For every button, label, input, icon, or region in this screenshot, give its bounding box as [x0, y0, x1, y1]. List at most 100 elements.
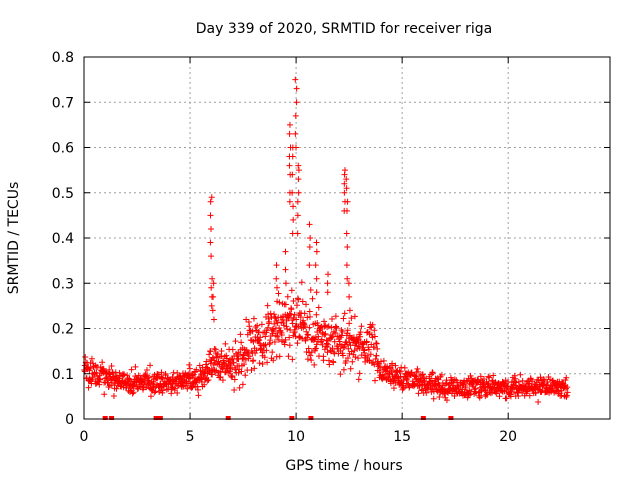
data-point	[255, 329, 262, 336]
data-point	[207, 348, 214, 355]
data-point	[259, 360, 266, 367]
data-point	[159, 374, 166, 381]
data-point	[465, 392, 472, 399]
data-point	[264, 302, 271, 309]
data-point	[371, 327, 378, 334]
data-point	[146, 374, 153, 381]
data-point	[372, 377, 379, 384]
data-point	[236, 384, 243, 391]
data-point	[332, 330, 339, 337]
data-point	[286, 121, 293, 128]
data-point	[534, 376, 541, 383]
data-point	[286, 198, 293, 205]
data-point	[321, 331, 328, 338]
data-point	[289, 171, 296, 178]
data-point	[254, 322, 261, 329]
data-point	[193, 366, 200, 373]
data-point	[344, 244, 351, 251]
gap-marker	[308, 416, 314, 420]
data-point	[346, 293, 353, 300]
data-point	[303, 328, 310, 335]
data-point	[251, 365, 258, 372]
data-point	[207, 239, 214, 246]
data-point	[184, 385, 191, 392]
data-point	[265, 324, 272, 331]
x-axis-title: GPS time / hours	[285, 458, 402, 474]
data-point	[340, 366, 347, 373]
y-tick-label: 0.8	[52, 50, 74, 66]
data-point	[174, 390, 181, 397]
data-point	[438, 371, 445, 378]
data-point	[290, 203, 297, 210]
data-point	[135, 372, 142, 379]
data-point	[430, 395, 437, 402]
y-tick-label: 0.6	[52, 141, 74, 157]
data-point	[380, 357, 387, 364]
data-point	[292, 76, 299, 83]
data-point	[284, 326, 291, 333]
data-point	[490, 372, 497, 379]
data-point	[295, 189, 302, 196]
data-point	[235, 369, 242, 376]
data-point	[304, 334, 311, 341]
y-tick-label: 0.7	[52, 95, 74, 111]
data-point	[282, 301, 289, 308]
data-point	[290, 216, 297, 223]
data-point	[103, 374, 110, 381]
data-point	[327, 348, 334, 355]
y-tick-label: 0.1	[52, 367, 74, 383]
data-point	[257, 334, 264, 341]
data-point	[289, 356, 296, 363]
data-point	[329, 345, 336, 352]
data-point	[267, 337, 274, 344]
data-point	[344, 354, 351, 361]
data-point	[208, 284, 215, 291]
data-point	[294, 230, 301, 237]
data-point	[317, 326, 324, 333]
data-point	[325, 271, 332, 278]
data-point	[301, 310, 308, 317]
data-point	[238, 339, 245, 346]
data-point	[371, 333, 378, 340]
data-point	[373, 352, 380, 359]
data-point	[288, 306, 295, 313]
data-point	[307, 352, 314, 359]
data-point	[288, 287, 295, 294]
data-point	[96, 381, 103, 388]
data-point	[392, 362, 399, 369]
data-point	[338, 332, 345, 339]
data-point	[496, 393, 503, 400]
y-tick-label: 0	[65, 412, 74, 428]
data-point	[337, 371, 344, 378]
data-point	[213, 354, 220, 361]
data-point	[305, 345, 312, 352]
data-point	[205, 376, 212, 383]
gap-marker	[153, 416, 159, 420]
data-point	[283, 323, 290, 330]
data-point	[356, 370, 363, 377]
data-point	[304, 331, 311, 338]
data-point	[201, 381, 208, 388]
data-point	[324, 289, 331, 296]
data-point	[475, 376, 482, 383]
data-point	[293, 316, 300, 323]
data-point	[374, 345, 381, 352]
data-point	[226, 362, 233, 369]
data-point	[113, 385, 120, 392]
data-point	[324, 280, 331, 287]
data-point	[282, 248, 289, 255]
data-point	[250, 357, 257, 364]
data-point	[480, 380, 487, 387]
data-point	[289, 189, 296, 196]
data-point	[252, 323, 259, 330]
data-point	[325, 323, 332, 330]
data-point	[163, 386, 170, 393]
data-point	[276, 353, 283, 360]
data-point	[341, 180, 348, 187]
data-point	[110, 392, 117, 399]
data-point	[344, 198, 351, 205]
y-tick-label: 0.2	[52, 322, 74, 338]
data-point	[207, 212, 214, 219]
data-point	[261, 343, 268, 350]
